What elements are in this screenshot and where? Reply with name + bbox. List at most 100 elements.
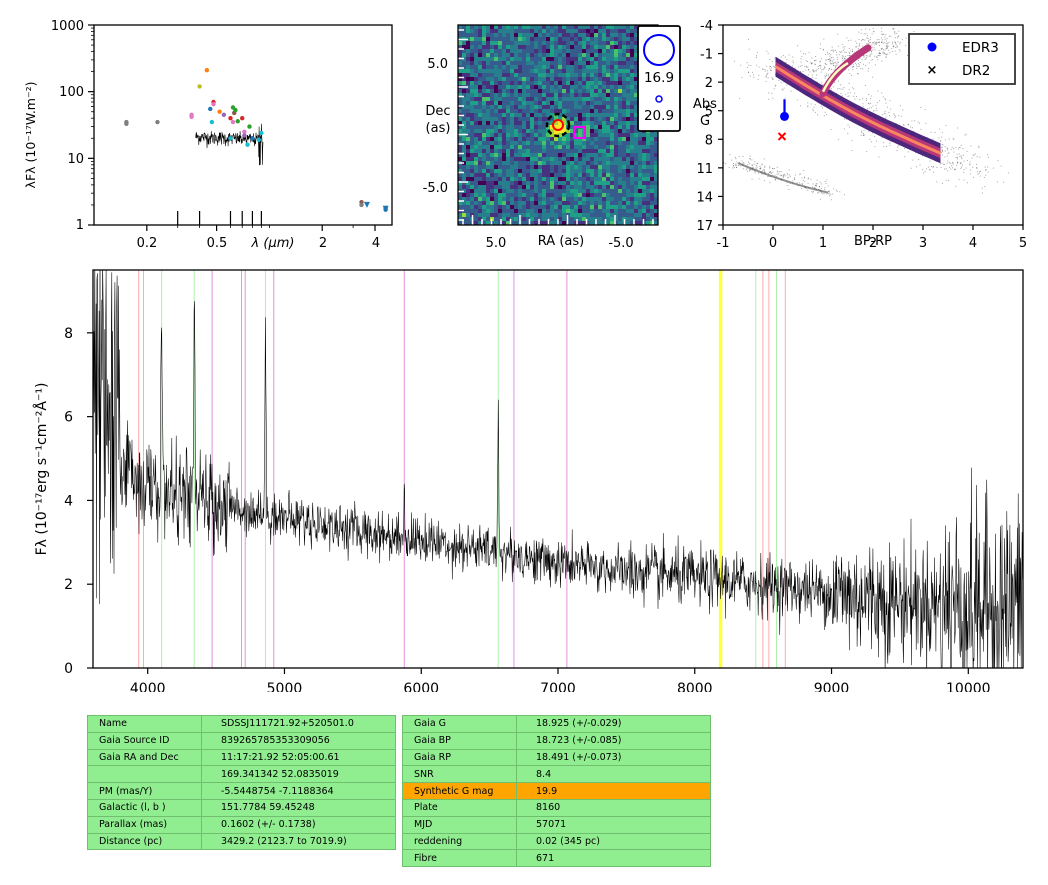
cutout-pixel	[522, 209, 526, 213]
cutout-pixel	[494, 45, 498, 49]
cutout-pixel	[474, 65, 478, 69]
hrd-density-dot	[886, 44, 888, 46]
hrd-density-dot	[896, 37, 898, 39]
cutout-pixel	[538, 205, 542, 209]
cutout-pixel	[606, 213, 610, 217]
cutout-pixel	[610, 197, 614, 201]
cutout-pixel	[514, 149, 518, 153]
cutout-pixel	[578, 97, 582, 101]
cutout-pixel	[634, 65, 638, 69]
hrd-density-dot	[740, 64, 742, 66]
hrd-density-dot	[915, 166, 917, 168]
cutout-pixel	[470, 209, 474, 213]
hrd-density-dot	[875, 41, 877, 43]
hrd-density-dot	[820, 71, 822, 73]
cutout-pixel	[650, 181, 654, 185]
cutout-pixel	[550, 169, 554, 173]
hrd-density-dot	[890, 108, 892, 110]
hrd-white-dwarf-sequence	[737, 162, 829, 194]
hrd-density-dot	[950, 168, 952, 170]
cutout-pixel	[470, 197, 474, 201]
cutout-pixel	[558, 29, 562, 33]
cutout-pixel	[598, 93, 602, 97]
hrd-density-dot	[883, 15, 884, 16]
cutout-pixel	[634, 101, 638, 105]
cutout-pixel	[550, 113, 554, 117]
cutout-pixel	[598, 29, 602, 33]
cutout-pixel	[510, 221, 514, 225]
cutout-pixel	[482, 141, 486, 145]
cutout-pixel	[590, 141, 594, 145]
cutout-pixel	[518, 113, 522, 117]
hrd-density-dot	[910, 126, 912, 128]
cutout-pixel	[534, 153, 538, 157]
hrd-density-dot	[811, 74, 813, 76]
cutout-pixel	[510, 157, 514, 161]
cutout-pixel	[470, 153, 474, 157]
hrd-density-dot	[842, 46, 844, 48]
cutout-pixel	[562, 25, 566, 29]
hrd-density-dot	[752, 74, 754, 76]
cutout-pixel	[490, 101, 494, 105]
hrd-density-dot	[870, 95, 872, 97]
cutout-pixel	[482, 69, 486, 73]
cutout-pixel	[506, 221, 510, 225]
hrd-density-dot	[987, 154, 989, 156]
cutout-pixel	[482, 109, 486, 113]
cutout-pixel	[610, 77, 614, 81]
hrd-density-dot	[858, 44, 860, 46]
spectrum-x-tick-label: 8000	[677, 681, 713, 692]
cutout-pixel	[478, 141, 482, 145]
hrd-density-dot	[885, 53, 887, 55]
hrd-density-dot	[798, 66, 800, 68]
hrd-density-dot	[830, 68, 832, 70]
hrd-density-dot	[947, 170, 949, 172]
cutout-pixel	[638, 209, 642, 213]
cutout-pixel	[630, 181, 634, 185]
cutout-pixel	[594, 121, 598, 125]
cutout-pixel	[582, 41, 586, 45]
cutout-pixel	[582, 149, 586, 153]
info-table-row: reddening 0.02 (345 pc)	[402, 832, 711, 851]
hrd-density-dot	[812, 186, 814, 188]
cutout-pixel	[546, 161, 550, 165]
cutout-pixel	[654, 217, 658, 221]
cutout-pixel	[618, 129, 622, 133]
cutout-pixel	[522, 77, 526, 81]
cutout-pixel	[594, 177, 598, 181]
cutout-pixel	[522, 117, 526, 121]
cutout-pixel	[470, 45, 474, 49]
hrd-density-dot	[837, 56, 839, 58]
hrd-density-dot	[888, 41, 890, 43]
hrd-density-dot	[808, 51, 810, 53]
cutout-pixel	[514, 145, 518, 149]
cutout-pixel	[550, 185, 554, 189]
cutout-pixel	[550, 117, 554, 121]
hrd-density-dot	[941, 154, 943, 156]
cutout-pixel	[650, 189, 654, 193]
cutout-pixel	[478, 45, 482, 49]
cutout-pixel	[538, 113, 542, 117]
cutout-pixel	[530, 121, 534, 125]
hrd-y-tick-label: 2	[705, 76, 713, 91]
hrd-density-dot	[946, 162, 948, 164]
hrd-density-dot	[948, 166, 950, 168]
cutout-pixel	[462, 81, 466, 85]
hrd-density-dot	[862, 103, 864, 105]
cutout-pixel	[582, 221, 586, 225]
cutout-pixel	[554, 141, 558, 145]
cutout-pixel	[590, 77, 594, 81]
cutout-pixel	[494, 53, 498, 57]
cutout-pixel	[614, 201, 618, 205]
cutout-pixel	[546, 213, 550, 217]
hrd-density-dot	[807, 189, 809, 191]
cutout-pixel	[542, 53, 546, 57]
hrd-density-dot	[889, 144, 891, 146]
cutout-pixel	[574, 69, 578, 73]
cutout-pixel	[590, 173, 594, 177]
cutout-pixel	[590, 205, 594, 209]
cutout-pixel	[566, 181, 570, 185]
cutout-pixel	[574, 49, 578, 53]
cutout-pixel	[574, 53, 578, 57]
cutout-pixel	[462, 185, 466, 189]
